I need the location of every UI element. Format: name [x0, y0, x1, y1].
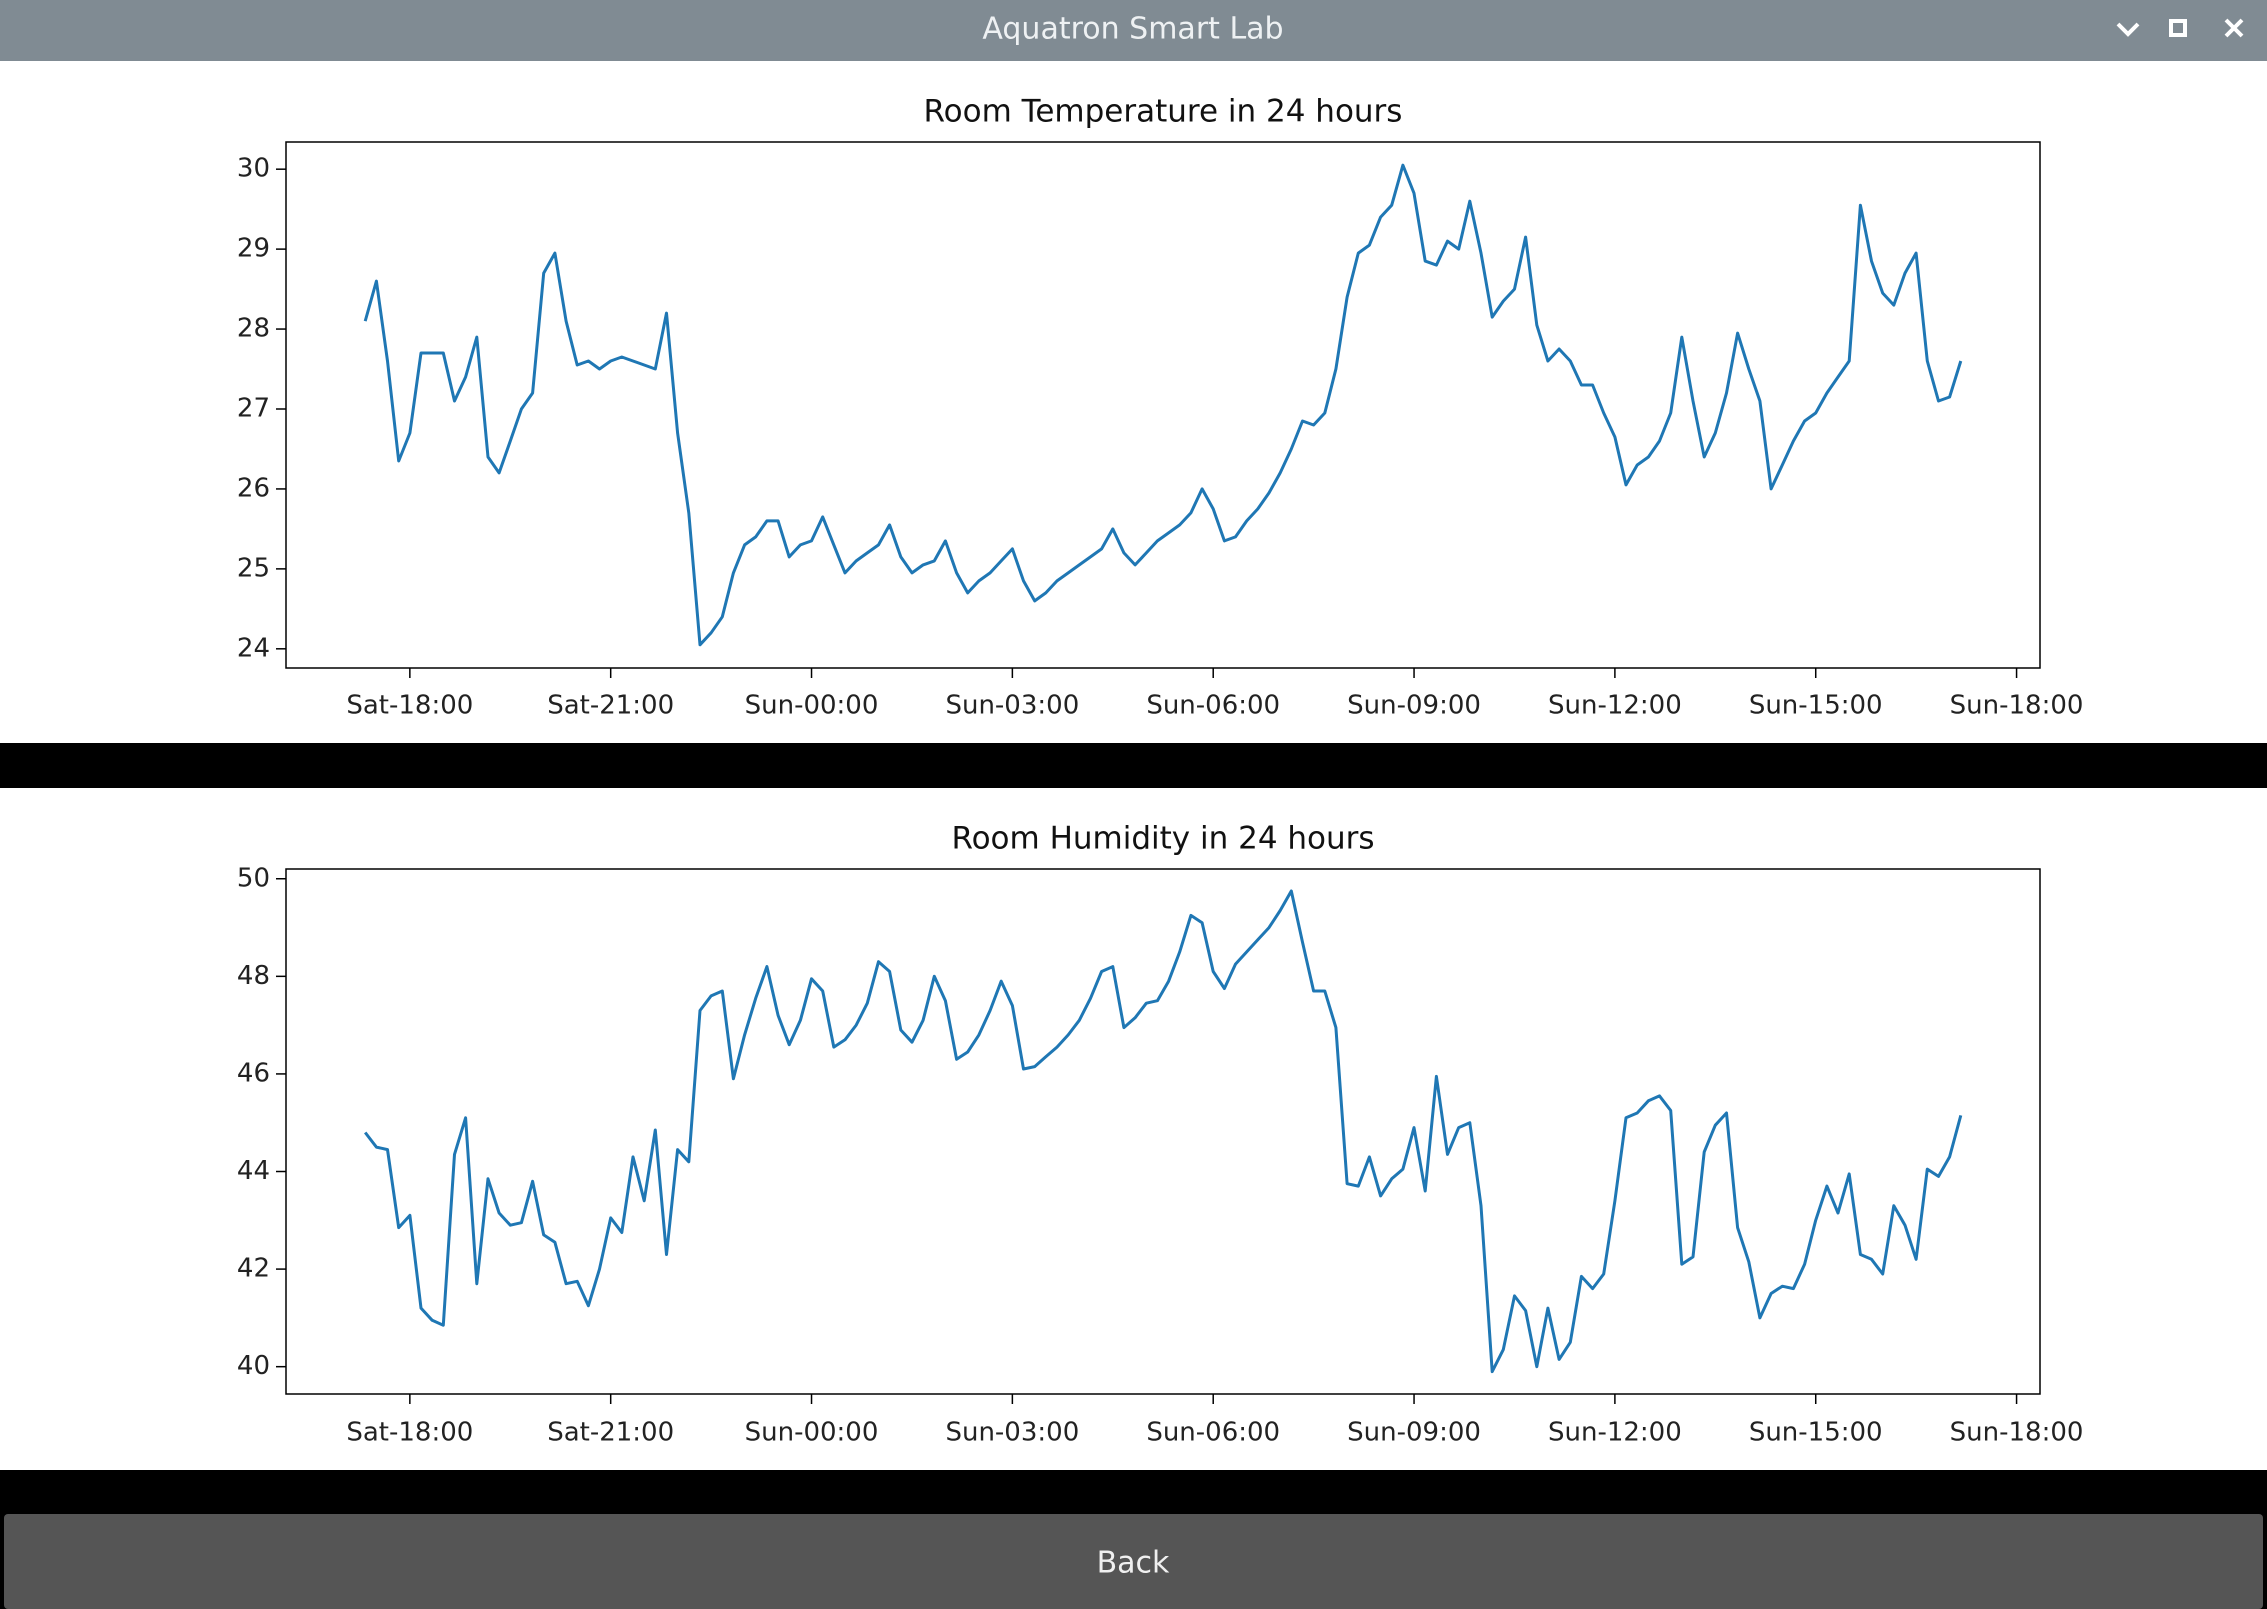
x-tick-label: Sat-21:00: [547, 691, 674, 721]
chart-panel: [0, 788, 2267, 1470]
y-tick-label: 25: [237, 553, 270, 583]
x-tick-label: Sun-15:00: [1749, 691, 1883, 721]
y-tick-label: 26: [237, 473, 270, 503]
chart-title: Room Temperature in 24 hours: [924, 94, 1403, 130]
y-tick-label: 44: [237, 1156, 270, 1186]
y-tick-label: 48: [237, 961, 270, 991]
chart-title: Room Humidity in 24 hours: [951, 821, 1374, 857]
x-tick-label: Sun-09:00: [1347, 691, 1481, 721]
x-tick-label: Sun-18:00: [1950, 691, 2084, 721]
y-tick-label: 24: [237, 633, 270, 663]
y-tick-label: 46: [237, 1058, 270, 1088]
y-tick-label: 42: [237, 1254, 270, 1284]
x-tick-label: Sun-06:00: [1146, 691, 1280, 721]
x-tick-label: Sun-03:00: [945, 691, 1079, 721]
x-tick-label: Sun-00:00: [745, 1418, 879, 1448]
x-tick-label: Sat-18:00: [346, 691, 473, 721]
y-tick-label: 40: [237, 1351, 270, 1381]
data-line: [363, 163, 1963, 647]
x-tick-label: Sun-18:00: [1950, 1418, 2084, 1448]
x-tick-label: Sun-09:00: [1347, 1418, 1481, 1448]
x-tick-label: Sun-15:00: [1749, 1418, 1883, 1448]
back-button[interactable]: [4, 1514, 2263, 1609]
title-bar: [0, 0, 2267, 61]
data-line: [364, 889, 1963, 1374]
x-tick-label: Sun-06:00: [1146, 1418, 1280, 1448]
x-tick-label: Sun-00:00: [745, 691, 879, 721]
y-tick-label: 27: [237, 393, 270, 423]
axes-frame: [285, 868, 2041, 1395]
x-tick-label: Sun-12:00: [1548, 691, 1682, 721]
x-tick-label: Sun-12:00: [1548, 1418, 1682, 1448]
y-tick-label: 50: [237, 863, 270, 893]
y-tick-label: 28: [237, 314, 270, 344]
y-tick-label: 29: [237, 234, 270, 264]
close-button[interactable]: [2224, 18, 2244, 38]
minimize-button[interactable]: [2116, 22, 2140, 37]
maximize-button[interactable]: [2169, 19, 2187, 37]
window-title: Aquatron Smart Lab: [982, 12, 1283, 47]
chart-panel: [0, 61, 2267, 743]
x-tick-label: Sun-03:00: [945, 1418, 1079, 1448]
back-button-label[interactable]: Back: [1097, 1546, 1170, 1581]
axes-frame: [285, 141, 2041, 669]
y-tick-label: 30: [237, 154, 270, 184]
x-tick-label: Sat-18:00: [346, 1418, 473, 1448]
x-tick-label: Sat-21:00: [547, 1418, 674, 1448]
